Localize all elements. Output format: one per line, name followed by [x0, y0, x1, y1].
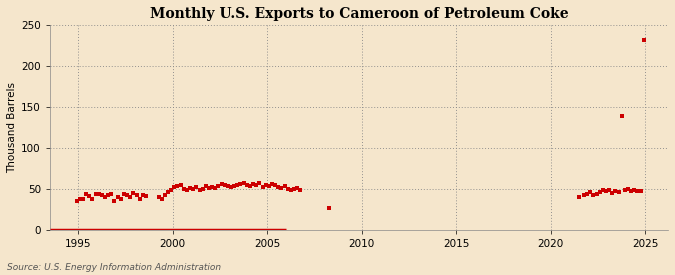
Point — [204, 186, 215, 190]
Point — [131, 193, 142, 197]
Point — [109, 199, 120, 203]
Point — [270, 183, 281, 187]
Title: Monthly U.S. Exports to Cameroon of Petroleum Coke: Monthly U.S. Exports to Cameroon of Petr… — [150, 7, 568, 21]
Point — [632, 189, 643, 193]
Point — [242, 183, 252, 187]
Point — [100, 195, 111, 199]
Text: Source: U.S. Energy Information Administration: Source: U.S. Energy Information Administ… — [7, 263, 221, 272]
Point — [194, 188, 205, 193]
Point — [125, 195, 136, 199]
Point — [251, 183, 262, 187]
Point — [257, 185, 268, 189]
Point — [591, 191, 602, 196]
Point — [235, 182, 246, 186]
Point — [279, 184, 290, 189]
Point — [219, 183, 230, 187]
Point — [639, 37, 649, 42]
Point — [238, 181, 249, 185]
Point — [78, 196, 88, 201]
Point — [122, 192, 132, 197]
Point — [119, 191, 130, 196]
Point — [629, 188, 640, 193]
Point — [225, 185, 236, 189]
Point — [273, 185, 284, 189]
Point — [207, 185, 217, 189]
Point — [84, 194, 95, 198]
Point — [244, 183, 255, 188]
Point — [93, 191, 104, 196]
Point — [153, 195, 164, 199]
Point — [197, 187, 208, 191]
Point — [292, 186, 302, 190]
Point — [81, 191, 92, 196]
Point — [286, 188, 296, 192]
Point — [169, 185, 180, 189]
Point — [289, 187, 300, 191]
Point — [216, 182, 227, 186]
Point — [622, 187, 633, 191]
Point — [166, 188, 177, 192]
Point — [601, 189, 612, 193]
Point — [276, 186, 287, 190]
Point — [74, 197, 85, 202]
Point — [261, 183, 271, 187]
Point — [323, 205, 334, 210]
Point — [578, 193, 589, 197]
Point — [115, 196, 126, 201]
Point — [72, 199, 82, 203]
Point — [200, 184, 211, 189]
Point — [267, 182, 277, 186]
Point — [87, 196, 98, 201]
Point — [232, 183, 243, 187]
Point — [213, 183, 224, 188]
Point — [582, 191, 593, 196]
Point — [626, 189, 637, 193]
Point — [182, 188, 192, 192]
Point — [191, 185, 202, 189]
Point — [574, 195, 585, 199]
Point — [223, 183, 234, 188]
Point — [635, 189, 646, 193]
Point — [254, 181, 265, 185]
Point — [210, 186, 221, 190]
Point — [585, 190, 595, 194]
Point — [188, 187, 198, 191]
Point — [588, 193, 599, 197]
Point — [607, 191, 618, 195]
Point — [172, 183, 183, 188]
Point — [97, 192, 107, 197]
Point — [229, 184, 240, 189]
Point — [106, 191, 117, 196]
Point — [157, 196, 167, 201]
Point — [159, 193, 170, 197]
Point — [185, 186, 196, 190]
Point — [138, 193, 148, 197]
Point — [178, 187, 189, 191]
Point — [616, 114, 627, 118]
Point — [620, 188, 630, 192]
Point — [90, 191, 101, 196]
Point — [134, 196, 145, 201]
Point — [613, 190, 624, 194]
Point — [103, 193, 113, 197]
Point — [594, 190, 605, 194]
Point — [282, 187, 293, 191]
Point — [112, 195, 123, 199]
Point — [610, 189, 621, 193]
Point — [263, 183, 274, 188]
Point — [295, 188, 306, 192]
Point — [128, 191, 139, 195]
Point — [597, 188, 608, 193]
Y-axis label: Thousand Barrels: Thousand Barrels — [7, 82, 17, 173]
Point — [603, 188, 614, 193]
Point — [176, 183, 186, 187]
Point — [163, 190, 173, 194]
Point — [248, 182, 259, 186]
Point — [140, 194, 151, 198]
